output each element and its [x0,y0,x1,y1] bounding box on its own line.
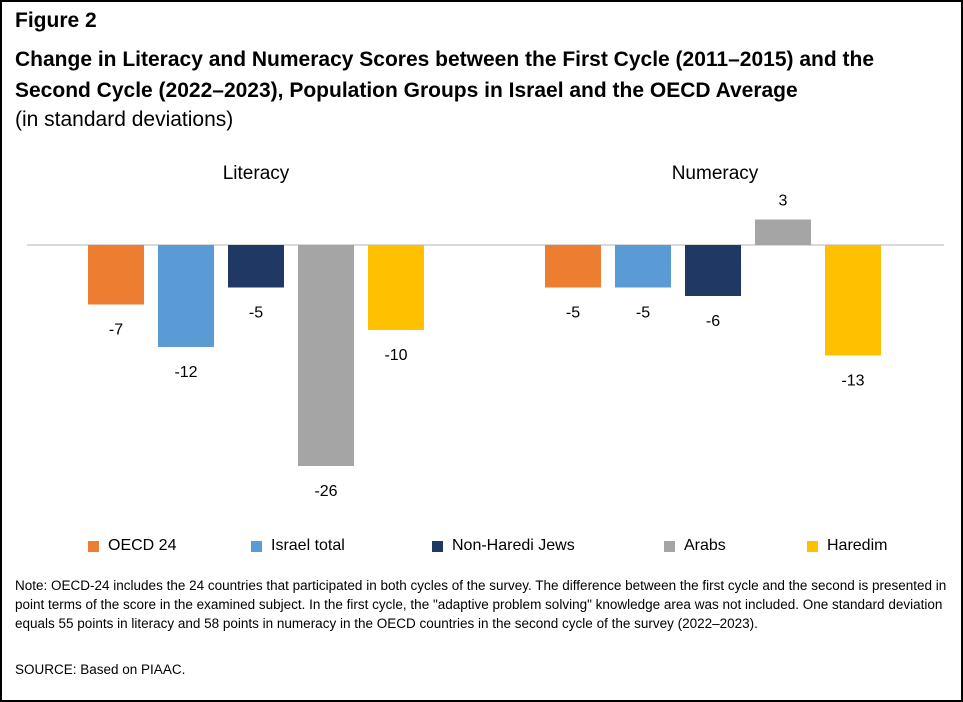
data-label-literacy-non-haredi-jews: -5 [249,305,263,322]
bar-literacy-israel-total [158,245,214,347]
bar-literacy-oecd-24 [88,245,144,305]
bar-numeracy-haredim [825,245,881,356]
legend-item-haredim: Haredim [807,537,887,555]
bar-literacy-haredim [368,245,424,330]
legend-swatch [88,540,99,552]
legend-swatch [807,540,818,552]
bar-numeracy-israel-total [615,245,671,288]
figure-title: Change in Literacy and Numeracy Scores b… [15,48,875,102]
figure-note: Note: OECD-24 includes the 24 countries … [15,578,947,631]
bar-chart: Literacy Numeracy -7 -12 -5 -26 -10 -5 -5 -6 3 -13 [27,163,944,500]
data-label-numeracy-arabs: 3 [779,193,788,210]
data-label-literacy-haredim: -10 [384,347,407,364]
figure-label: Figure 2 [15,9,97,32]
legend-label: Haredim [827,537,888,554]
legend-label: Arabs [684,537,726,554]
data-label-numeracy-haredim: -13 [841,373,864,390]
legend-label: Non-Haredi Jews [452,537,575,554]
data-label-literacy-oecd-24: -7 [109,322,123,339]
data-label-numeracy-non-haredi-jews: -6 [706,313,720,330]
legend-label: Israel total [271,537,345,554]
data-label-literacy-arabs: -26 [314,483,337,500]
figure-source: SOURCE: Based on PIAAC. [15,662,186,677]
bar-numeracy-arabs [755,219,811,245]
bar-numeracy-non-haredi-jews [685,245,741,296]
legend-item-oecd-24: OECD 24 [88,537,176,555]
legend-label: OECD 24 [108,537,177,554]
group-title-numeracy: Numeracy [672,163,759,184]
legend-item-israel-total: Israel total [251,537,345,555]
data-label-numeracy-israel-total: -5 [636,305,650,322]
data-label-numeracy-oecd-24: -5 [566,305,580,322]
bar-literacy-arabs [298,245,354,466]
bar-literacy-non-haredi-jews [228,245,284,288]
legend-swatch [432,540,443,552]
legend-item-non-haredi-jews: Non-Haredi Jews [432,537,575,555]
legend-swatch [664,540,675,552]
legend-item-arabs: Arabs [664,537,726,555]
legend-swatch [251,540,262,552]
data-label-literacy-israel-total: -12 [174,364,197,381]
group-title-literacy: Literacy [223,163,290,184]
bar-numeracy-oecd-24 [545,245,601,288]
figure-subtitle: (in standard deviations) [15,108,234,131]
chart-legend: OECD 24 Israel total Non-Haredi Jews Arabs H… [2,537,961,561]
